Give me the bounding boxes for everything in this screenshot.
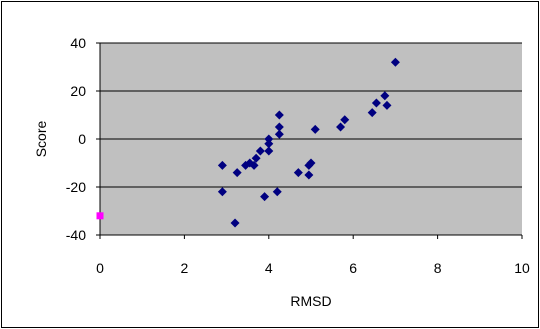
x-axis-title: RMSD (290, 293, 331, 309)
data-point (255, 146, 265, 156)
data-point (274, 129, 284, 139)
x-tick-label: 10 (514, 260, 530, 276)
data-point (274, 110, 284, 120)
data-points (96, 57, 400, 228)
y-axis-title: Score (33, 121, 49, 158)
data-point (249, 160, 259, 170)
data-point (260, 192, 270, 202)
data-point (264, 139, 274, 149)
data-point (306, 158, 316, 168)
x-axis-ticks: 0 2 4 6 8 10 (96, 235, 530, 276)
y-tick-label: -40 (66, 227, 86, 243)
y-tick-label: -20 (66, 179, 86, 195)
data-point (217, 187, 227, 197)
x-tick-label: 8 (434, 260, 442, 276)
data-point (293, 168, 303, 178)
data-point (264, 134, 274, 144)
data-point (336, 122, 346, 132)
x-tick-label: 0 (96, 260, 104, 276)
y-tick-label: 20 (70, 83, 86, 99)
data-point (272, 187, 282, 197)
data-point (371, 98, 381, 108)
y-tick-label: 0 (78, 131, 86, 147)
x-tick-label: 4 (265, 260, 273, 276)
data-point-highlight (96, 212, 104, 220)
data-point (310, 124, 320, 134)
data-point (232, 168, 242, 178)
x-tick-label: 6 (349, 260, 357, 276)
data-point (390, 57, 400, 67)
y-tick-label: 40 (70, 35, 86, 51)
y-axis-ticks: -40 -20 0 20 40 (66, 35, 100, 243)
data-point (217, 160, 227, 170)
data-point (367, 108, 377, 118)
data-point (264, 146, 274, 156)
data-point (274, 122, 284, 132)
data-point (304, 170, 314, 180)
data-point (230, 218, 240, 228)
x-tick-label: 2 (181, 260, 189, 276)
data-point (382, 100, 392, 110)
data-point (380, 91, 390, 101)
data-point (251, 153, 261, 163)
data-point (340, 115, 350, 125)
